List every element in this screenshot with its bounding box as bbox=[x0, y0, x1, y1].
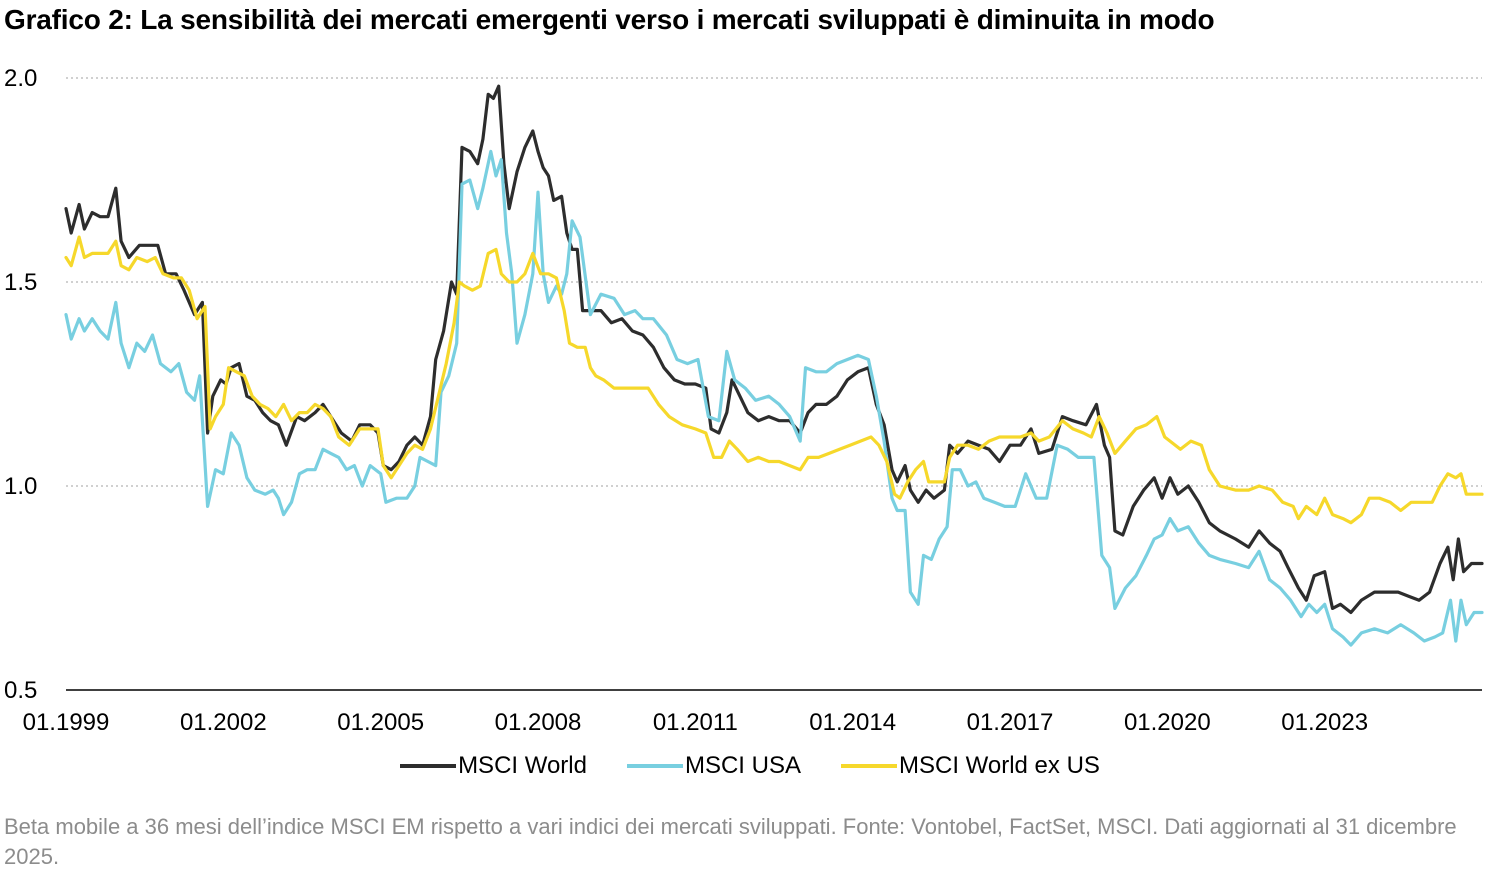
x-tick-label: 01.2017 bbox=[967, 709, 1054, 736]
legend-label: MSCI World bbox=[458, 752, 587, 779]
chart-title: Grafico 2: La sensibilità dei mercati em… bbox=[4, 4, 1215, 35]
x-tick-label: 01.2002 bbox=[180, 709, 267, 736]
x-tick-label: 01.2005 bbox=[337, 709, 424, 736]
series-line-msci-usa bbox=[64, 149, 1484, 647]
series-line-msci-world bbox=[64, 84, 1484, 615]
legend-label: MSCI World ex US bbox=[898, 752, 1100, 779]
chart-note: Beta mobile a 36 mesi dell’indice MSCI E… bbox=[4, 814, 1457, 869]
line-chart: 0.5 1.0 1.5 2.0 01.1999 01.2002 01.2005 01.2008… bbox=[4, 65, 1484, 736]
legend-item: MSCI USA bbox=[626, 752, 801, 780]
legend-swatch bbox=[840, 764, 897, 768]
legend-swatch bbox=[626, 764, 683, 768]
legend-item: MSCI World ex US bbox=[840, 752, 1100, 780]
y-tick-label: 2.0 bbox=[4, 65, 37, 92]
legend-swatch bbox=[400, 764, 457, 768]
y-tick-label: 0.5 bbox=[4, 677, 37, 704]
x-tick-label: 01.2008 bbox=[495, 709, 582, 736]
series-lines bbox=[64, 84, 1484, 647]
x-tick-label: 01.2014 bbox=[809, 709, 896, 736]
legend-item: MSCI World bbox=[400, 752, 587, 780]
y-tick-label: 1.5 bbox=[4, 269, 37, 296]
series-line-msci-world-ex-us bbox=[64, 235, 1484, 525]
x-tick-label: 01.2020 bbox=[1124, 709, 1211, 736]
axes: 0.5 1.0 1.5 2.0 01.1999 01.2002 01.2005 01.2008… bbox=[4, 65, 1482, 736]
x-tick-label: 01.1999 bbox=[23, 709, 110, 736]
x-tick-label: 01.2023 bbox=[1281, 709, 1368, 736]
legend-label: MSCI USA bbox=[684, 752, 801, 779]
legend: MSCI World MSCI USA MSCI World ex US bbox=[0, 752, 1500, 780]
x-tick-label: 01.2011 bbox=[653, 709, 738, 736]
gridlines bbox=[66, 77, 1482, 487]
y-tick-label: 1.0 bbox=[4, 473, 37, 500]
